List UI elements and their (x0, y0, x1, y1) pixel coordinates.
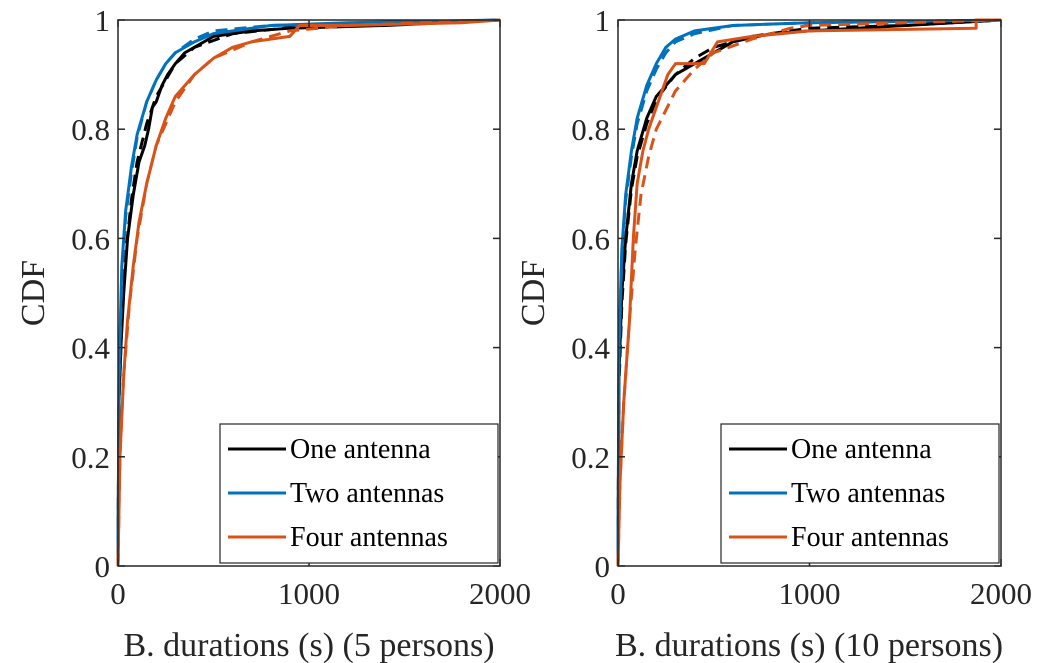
x-tick-label: 2000 (469, 576, 531, 611)
series-line-series-1-dashed (616, 18, 1002, 567)
y-tick-label: 0.2 (71, 440, 110, 475)
y-tick-label: 0.8 (71, 112, 110, 147)
y-tick-label: 0.6 (571, 221, 610, 256)
series-layer (116, 18, 501, 567)
series-line-series-3-dashed (116, 18, 501, 567)
chart-panel-right: 0 0.2 0.4 0.6 0.8 1 0 1000 2000 B. durations (s)… (515, 3, 1032, 663)
x-tick-label: 1000 (278, 576, 340, 611)
legend-label-four-antennas: Four antennas (290, 522, 448, 553)
y-tick-label: 0 (595, 549, 611, 584)
y-tick-label: 0.4 (71, 331, 110, 366)
legend: One antenna Two antennas Four antennas (720, 423, 1000, 564)
y-tick-label: 1 (95, 3, 111, 38)
ticks-layer: 0 0.2 0.4 0.6 0.8 1 0 1000 2000 (571, 3, 1032, 611)
series-layer (616, 18, 1002, 567)
series-line-four-antennas (116, 18, 501, 567)
chart-panel-left: 0 0.2 0.4 0.6 0.8 1 0 1000 2000 B. durations (s)… (15, 3, 531, 663)
y-tick-label: 0.8 (571, 112, 610, 147)
series-line-series-5-dashed (616, 18, 1002, 567)
x-tick-label: 0 (610, 576, 626, 611)
series-line-two-antennas (116, 18, 501, 567)
legend: One antenna Two antennas Four antennas (219, 423, 499, 564)
x-tick-label: 0 (110, 576, 126, 611)
legend-label-one-antenna: One antenna (290, 434, 431, 465)
y-tick-label: 0.2 (571, 440, 610, 475)
legend-label-two-antennas: Two antennas (290, 478, 444, 509)
ticks-layer: 0 0.2 0.4 0.6 0.8 1 0 1000 2000 (71, 3, 531, 611)
y-axis-label: CDF (515, 260, 552, 326)
x-tick-label: 1000 (779, 576, 841, 611)
x-tick-label: 2000 (970, 576, 1032, 611)
legend-label-one-antenna: One antenna (791, 434, 932, 465)
series-line-series-5-dashed (116, 18, 501, 567)
legend-label-two-antennas: Two antennas (791, 478, 945, 509)
legend-label-four-antennas: Four antennas (791, 522, 949, 553)
y-tick-label: 0 (95, 549, 111, 584)
x-axis-label: B. durations (s) (10 persons) (615, 627, 1003, 663)
y-tick-label: 1 (595, 3, 611, 38)
y-tick-label: 0.6 (71, 221, 110, 256)
x-axis-label: B. durations (s) (5 persons) (123, 627, 494, 663)
y-axis-label: CDF (15, 260, 52, 326)
y-tick-label: 0.4 (571, 331, 610, 366)
